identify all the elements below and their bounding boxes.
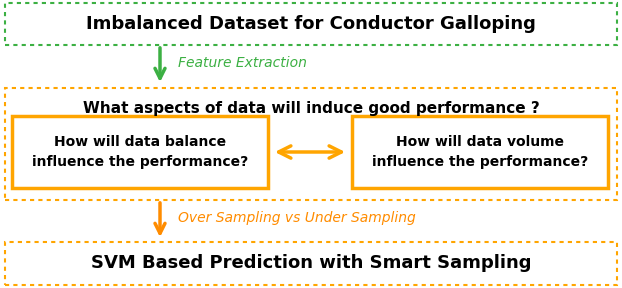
Bar (5, 88, 617, 200)
Text: How will data volume
influence the performance?: How will data volume influence the perfo… (372, 135, 588, 169)
Bar (5, 3, 617, 45)
Text: Feature Extraction: Feature Extraction (178, 56, 307, 70)
Text: How will data balance
influence the performance?: How will data balance influence the perf… (32, 135, 248, 169)
Text: SVM Based Prediction with Smart Sampling: SVM Based Prediction with Smart Sampling (91, 255, 531, 272)
Bar (5, 242, 617, 285)
Text: What aspects of data will induce good performance ?: What aspects of data will induce good pe… (83, 101, 539, 115)
Text: Over Sampling vs Under Sampling: Over Sampling vs Under Sampling (178, 211, 415, 225)
Text: Imbalanced Dataset for Conductor Galloping: Imbalanced Dataset for Conductor Gallopi… (86, 15, 536, 33)
Bar (352, 116, 608, 188)
Bar (12, 116, 268, 188)
